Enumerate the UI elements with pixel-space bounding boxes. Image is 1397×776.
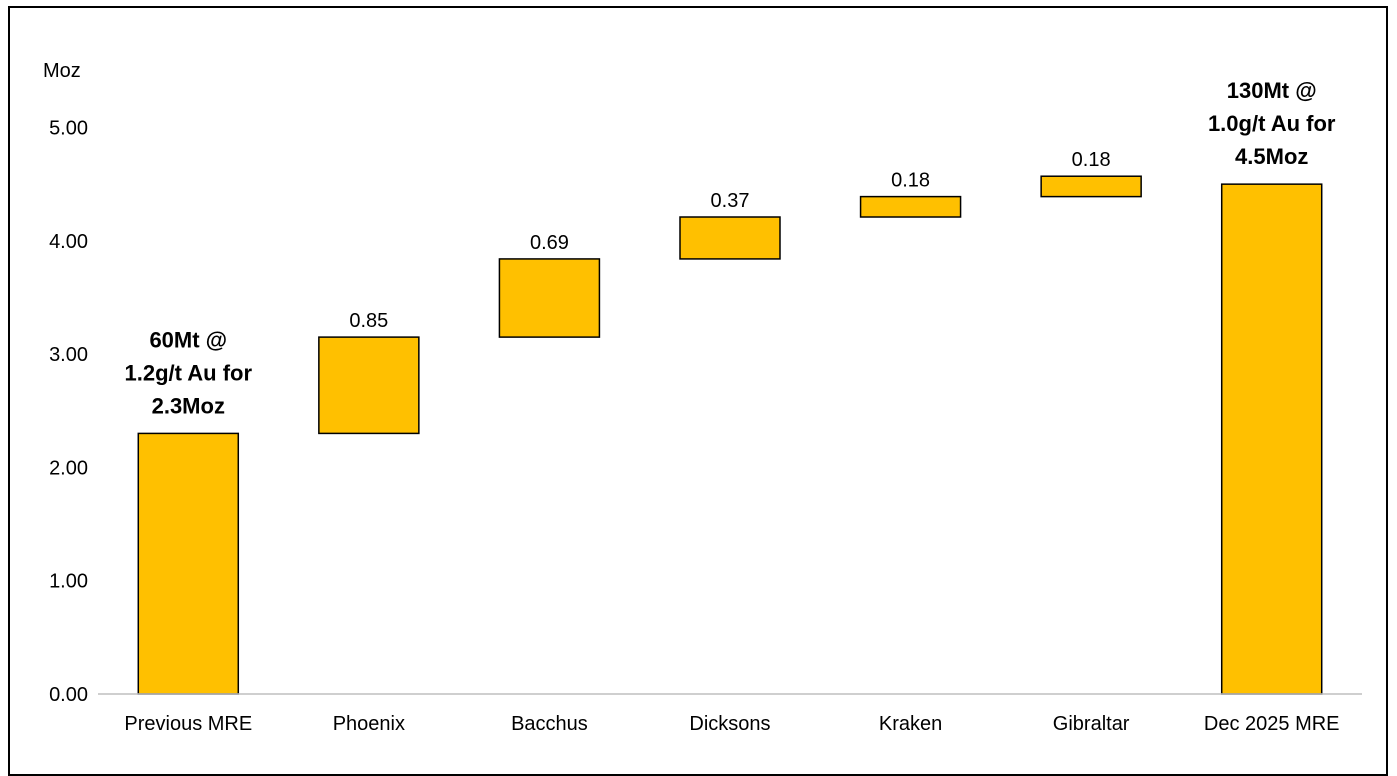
x-category-label: Dicksons (689, 713, 770, 735)
annotations: 60Mt @ 1.2g/t Au for 2.3Moz 130Mt @ 1.0g/t A… (125, 78, 1336, 418)
y-tick-label: 3.00 (49, 344, 88, 366)
y-tick-label: 0.00 (49, 684, 88, 706)
y-axis-ticks: 0.00 1.00 2.00 3.00 4.00 5.00 (49, 118, 88, 707)
bars (137, 175, 1323, 695)
x-category-label: Bacchus (511, 713, 588, 735)
data-labels: 0.85 0.69 0.37 0.18 0.18 (349, 149, 1110, 332)
data-label-dicksons: 0.37 (711, 190, 750, 212)
y-tick-label: 1.00 (49, 571, 88, 593)
bar-dicksons (679, 216, 781, 260)
data-label-bacchus: 0.69 (530, 232, 569, 254)
annotation-line: 1.2g/t Au for (125, 360, 253, 385)
y-axis-unit-label: Moz (43, 60, 81, 82)
bar-dec-2025-mre (1220, 183, 1323, 695)
bar-phoenix (318, 336, 420, 435)
y-tick-label: 5.00 (49, 118, 88, 140)
x-category-label: Phoenix (333, 713, 405, 735)
x-category-label: Kraken (879, 713, 942, 735)
y-tick-label: 4.00 (49, 231, 88, 253)
x-axis-categories: Previous MRE Phoenix Bacchus Dicksons Kraken… (124, 713, 1339, 735)
annotation-line: 60Mt @ (149, 327, 227, 352)
x-category-label: Previous MRE (124, 713, 252, 735)
annotation-line: 2.3Moz (152, 393, 225, 418)
data-label-gibraltar: 0.18 (1072, 149, 1111, 171)
bar-bacchus (498, 258, 601, 338)
annotation-line: 4.5Moz (1235, 144, 1308, 169)
annotation-line: 1.0g/t Au for (1208, 111, 1336, 136)
y-tick-label: 2.00 (49, 457, 88, 479)
annotation-line: 130Mt @ (1227, 78, 1317, 103)
x-category-label: Dec 2025 MRE (1204, 713, 1340, 735)
data-label-kraken: 0.18 (891, 170, 930, 192)
bar-gibraltar (1040, 175, 1142, 198)
bar-previous-mre (137, 432, 240, 695)
data-label-phoenix: 0.85 (349, 310, 388, 332)
x-category-label: Gibraltar (1053, 713, 1130, 735)
bar-kraken (859, 195, 962, 218)
